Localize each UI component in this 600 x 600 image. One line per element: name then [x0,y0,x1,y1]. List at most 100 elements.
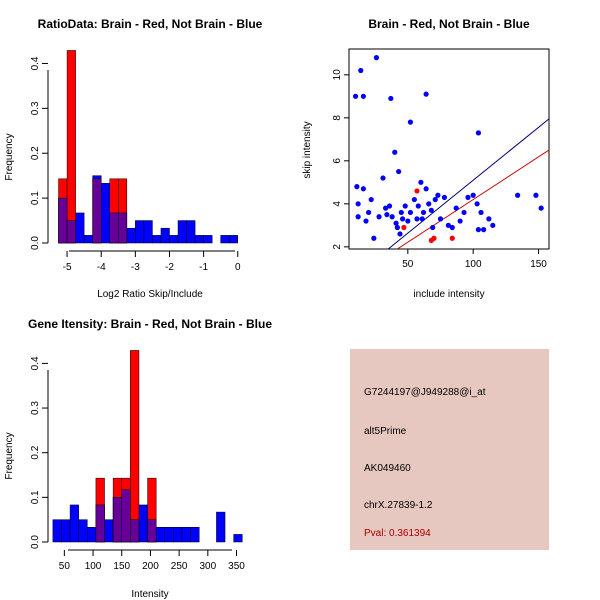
scatter-point-notbrain [366,209,372,216]
scatter-point-notbrain [419,216,425,222]
gene-x-tick-label: 250 [171,561,188,572]
ratio-bar-notbrain [186,220,196,244]
scatter-point-notbrain [405,218,411,224]
ratio-bar-notbrain [194,235,204,244]
gene-bar-notbrain [164,527,174,543]
ratio-x-tick-label: 0 [235,262,241,273]
scatter-point-notbrain [373,55,380,61]
ratio-bar-overlap [109,212,119,244]
gene-bar-notbrain [216,511,226,543]
scatter-point-notbrain [360,186,366,192]
ratio-histogram: RatioData: Brain - Red, Not Brain - Blue… [4,17,263,300]
gene-bar-overlap [147,519,157,543]
scatter-chart-title: Brain - Red, Not Brain - Blue [368,17,530,31]
gene-y-tick-label: 0.4 [30,356,41,370]
scatter-point-notbrain [394,224,400,231]
intensity-scatter: Brain - Red, Not Brain - Blue 50 100 150 2 4… [302,17,550,300]
gene-x-tick-label: 300 [199,561,216,572]
scatter-point-notbrain [393,220,399,226]
gene-bar-notbrain [78,519,88,543]
ratio-y-tick-label: 0.3 [30,101,41,115]
gene-y-tick-label: 0.1 [30,490,41,504]
scatter-point-notbrain [490,222,496,228]
scatter-point-notbrain [360,93,366,99]
gene-chart-title: Gene Itensity: Brain - Red, Not Brain - … [28,317,272,331]
scatter-point-notbrain [363,218,369,224]
scatter-point-notbrain [445,222,451,228]
scatter-point-notbrain [411,196,417,203]
scatter-point-notbrain [515,192,521,198]
scatter-point-notbrain [449,224,455,231]
ratio-bar-notbrain [152,235,162,244]
scatter-y-tick-label: 2 [332,244,343,250]
ratio-bar-notbrain [143,220,153,244]
scatter-point-notbrain [380,175,386,181]
gene-histogram: Gene Itensity: Brain - Red, Not Brain - … [4,317,272,600]
gene-x-label: Intensity [131,589,168,600]
ratio-x-tick-label: -2 [165,262,174,273]
scatter-point-notbrain [426,201,432,207]
ratio-ticks: -5 -4 -3 -2 -1 0 0.0 0.1 0.2 0.3 0.4 [30,56,241,273]
ratio-x-tick-label: -3 [131,262,140,273]
scatter-point-notbrain [457,218,463,224]
event-type: alt5Prime [364,426,407,437]
scatter-y-tick-label: 6 [332,158,343,164]
ratio-chart-title: RatioData: Brain - Red, Not Brain - Blue [38,17,263,31]
scatter-point-notbrain [453,205,459,211]
gene-bar-notbrain [173,527,183,543]
scatter-point-notbrain [538,205,544,211]
gene-y-tick-label: 0.3 [30,401,41,415]
scatter-x-tick-label: 50 [402,259,414,270]
info-panel-bg [350,349,549,550]
scatter-point-notbrain [388,95,394,102]
gene-bar-overlap [121,489,131,543]
accession-id: AK049460 [364,463,411,474]
chromosome-location: chrX.27839-1.2 [364,500,433,511]
ratio-bar-overlap [58,197,68,244]
scatter-y-label: skip intensity [302,121,313,178]
ratio-bar-notbrain [100,183,110,244]
scatter-y-tick-label: 10 [332,69,343,81]
ratio-bar-brain [66,50,76,244]
gene-bar-notbrain [52,519,62,543]
scatter-point-notbrain [481,227,487,233]
gene-bar-overlap [130,519,140,543]
ratio-y-tick-label: 0.1 [30,191,41,205]
ratio-x-tick-label: -4 [97,262,106,273]
ratio-bar-overlap [118,212,128,244]
ratio-bar-notbrain [75,212,85,244]
ratio-y-tick-label: 0.2 [30,146,41,160]
scatter-point-notbrain [428,207,434,213]
gene-bar-notbrain [155,527,166,543]
scatter-point-brain [414,188,420,194]
scatter-point-notbrain [415,203,421,209]
scatter-point-notbrain [396,168,402,175]
scatter-point-notbrain [414,216,420,222]
scatter-point-notbrain [533,192,539,198]
scatter-point-notbrain [407,119,414,125]
gene-bar-overlap [112,497,122,543]
gene-x-tick-label: 200 [142,561,159,572]
ratio-y-label: Frequency [4,133,15,180]
ratio-bar-notbrain [220,235,230,244]
scatter-point-notbrain [383,205,389,211]
scatter-point-notbrain [423,91,429,97]
scatter-point-notbrain [397,231,403,237]
scatter-blue-line [387,118,549,249]
scatter-x-label: include intensity [413,289,484,300]
probe-id: G7244197@J949288@i_at [364,387,486,398]
gene-y-label: Frequency [4,432,15,479]
scatter-point-notbrain [461,209,467,216]
scatter-y-tick-label: 8 [332,115,343,121]
ratio-bar-notbrain [228,235,239,244]
scatter-point-notbrain [437,216,444,222]
gene-bar-notbrain [190,527,200,543]
scatter-point-notbrain [368,196,374,203]
gene-ticks: 50 100 150 200 250 300 350 0.0 0.1 0.2 0.3 0.4 [30,356,245,572]
scatter-plot-frame [348,48,550,250]
scatter-fit-lines [387,118,549,249]
gene-x-tick-label: 150 [113,561,130,572]
scatter-point-notbrain [441,194,448,200]
gene-bar-notbrain [104,519,114,543]
